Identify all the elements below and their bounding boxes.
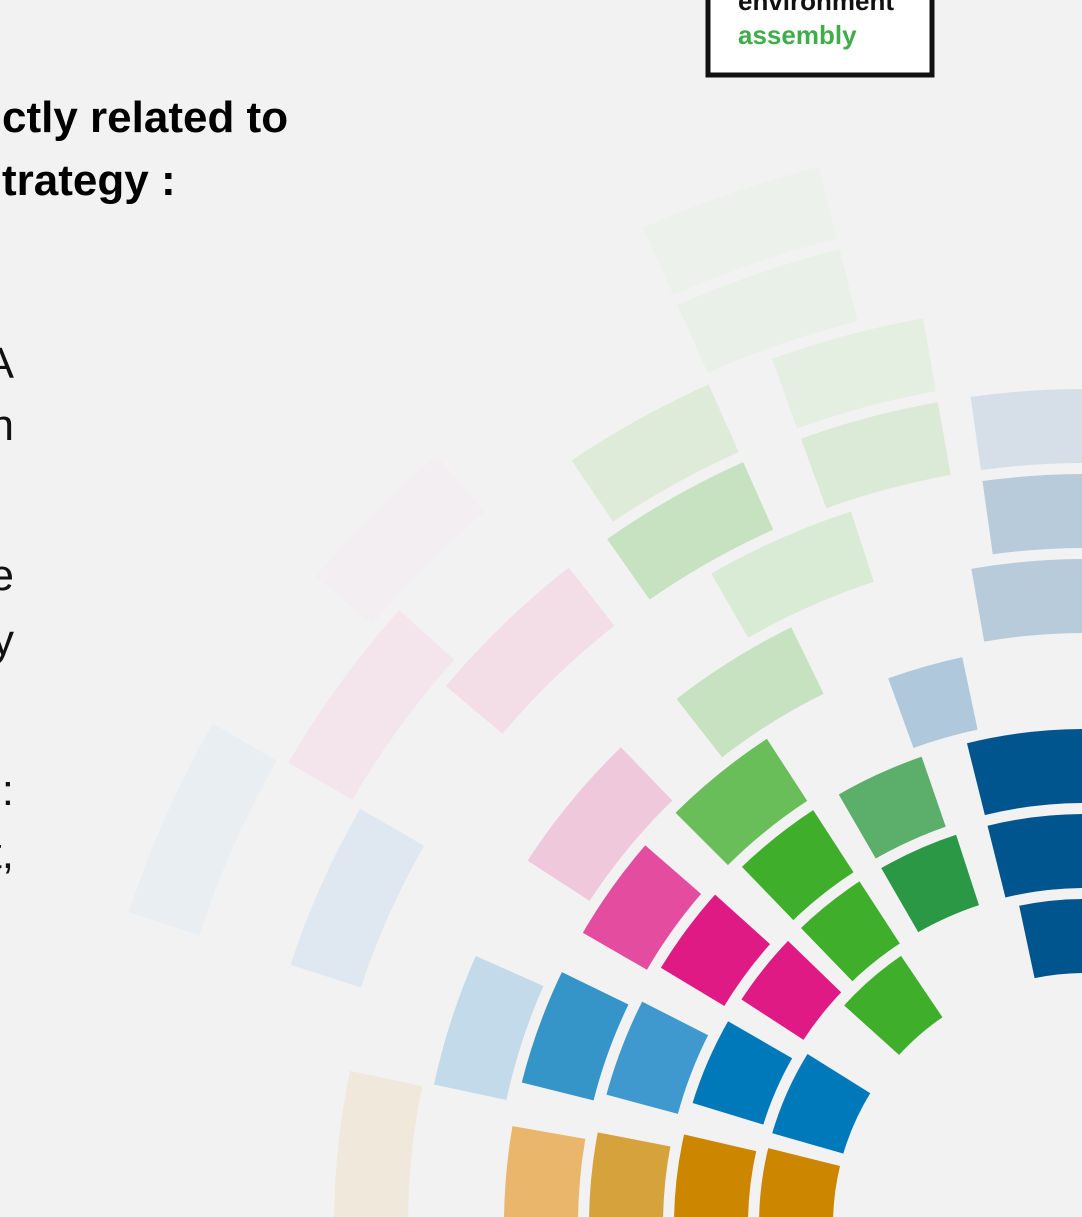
arc-segment — [637, 162, 842, 301]
arc-segment — [585, 1127, 676, 1217]
arc-segment — [966, 555, 1082, 647]
arc-segment — [838, 950, 948, 1061]
arc-segment — [1014, 895, 1082, 983]
arc-segment — [670, 621, 830, 763]
arc-segment — [735, 935, 847, 1046]
body-fragment: e — [0, 551, 14, 600]
arc-segment — [795, 397, 956, 514]
arc-segment — [522, 741, 678, 907]
arc-segment — [875, 829, 984, 938]
arc-segment — [285, 803, 430, 993]
arc-segment — [977, 470, 1082, 559]
arc-segment — [577, 839, 707, 976]
decorative-arcs — [123, 162, 1082, 1217]
arc-segment — [982, 810, 1082, 903]
arc-segment — [795, 875, 906, 987]
arc-segment — [705, 506, 879, 644]
arc-segment — [966, 385, 1082, 475]
arc-segment — [687, 1015, 798, 1130]
arc-segment — [500, 1121, 590, 1217]
arc-segment — [767, 1048, 876, 1159]
logo-line: assembly — [738, 20, 857, 50]
arc-segment — [601, 996, 714, 1119]
heading: ctly related to — [2, 93, 288, 142]
arc-segment — [601, 456, 779, 606]
heading: trategy : — [2, 156, 176, 205]
logo-line: environment — [738, 0, 894, 16]
arc-segment — [282, 604, 460, 806]
arc-segment — [755, 1143, 845, 1217]
body-fragment: : — [2, 766, 14, 815]
arc-segment — [655, 888, 776, 1012]
body-fragment: n — [0, 401, 14, 450]
body-fragment: t, — [0, 829, 14, 878]
arc-segment — [670, 1129, 761, 1217]
arc-segment — [962, 725, 1082, 820]
arc-segment — [883, 652, 983, 754]
arc-segment — [672, 244, 863, 379]
logo-box — [705, 0, 935, 78]
arc-segment — [833, 751, 951, 865]
arc-segment — [310, 450, 491, 631]
arc-segment — [429, 950, 549, 1105]
body-fragment: A — [0, 339, 15, 388]
body-fragment: y — [0, 616, 14, 665]
arc-segment — [736, 804, 860, 926]
arc-segment — [516, 966, 634, 1106]
arc-segment — [330, 1066, 428, 1217]
arc-segment — [566, 379, 744, 528]
arc-segment — [123, 718, 283, 941]
arc-segment — [669, 733, 813, 871]
arc-segment — [766, 313, 941, 434]
arc-segment — [440, 561, 620, 740]
